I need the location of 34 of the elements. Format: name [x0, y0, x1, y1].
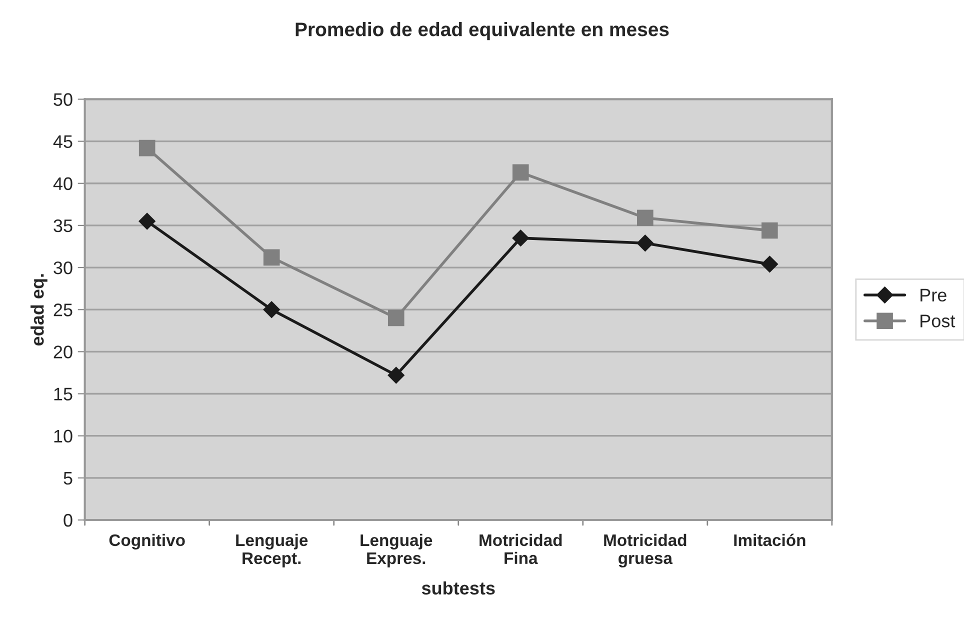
y-tick-label: 0: [64, 514, 72, 527]
x-tick-label: Imitación: [734, 534, 806, 546]
x-tick-label: Motricidad gruesa: [604, 534, 686, 568]
point: [761, 256, 778, 273]
chart-title: Promedio de edad equivalente en meses: [296, 22, 669, 40]
point: [388, 366, 404, 384]
legend-label: Pre: [920, 288, 946, 302]
y-tick-label: 40: [53, 177, 72, 190]
point: [263, 301, 280, 318]
point: [762, 222, 778, 239]
y-tick-label: 25: [54, 304, 72, 316]
point: [512, 164, 529, 181]
y-tick-label: 45: [53, 135, 72, 148]
legend-label: Post: [920, 314, 956, 328]
y-tick-label: 50: [54, 93, 72, 106]
y-tick-label: 20: [54, 346, 72, 358]
y-tick-label: 15: [54, 388, 72, 400]
x-tick-label: Lenguaje Expres.: [360, 534, 432, 568]
point: [388, 310, 404, 326]
x-tick-label: Cognitivo: [109, 534, 185, 550]
point: [138, 212, 156, 230]
point: [636, 234, 654, 252]
y-tick-label: 30: [54, 261, 72, 274]
x-axis-title: subtests: [422, 581, 495, 595]
x-tick-label: Motricidad Fina: [480, 534, 562, 564]
y-tick-label: 5: [64, 472, 72, 485]
x-tick-label: Lenguaje Recept.: [236, 534, 308, 568]
y-tick-label: 35: [54, 219, 72, 232]
y-axis-title: edad eq.: [30, 274, 48, 346]
point: [263, 249, 280, 266]
point: [138, 140, 156, 156]
y-tick-label: 10: [54, 430, 72, 443]
point: [512, 230, 530, 246]
point: [637, 210, 654, 226]
